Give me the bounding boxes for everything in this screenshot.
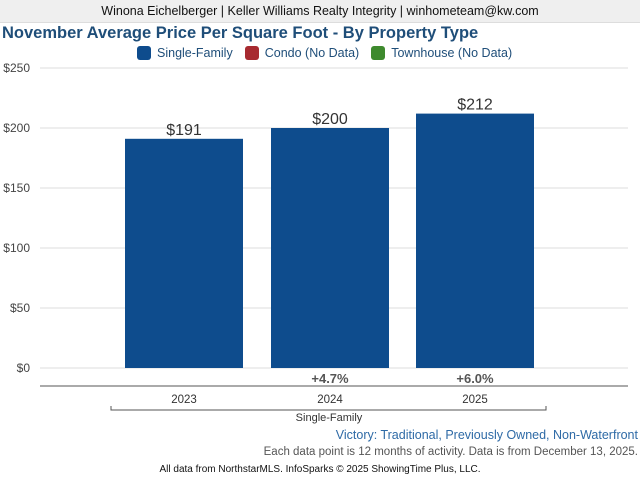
group-bracket xyxy=(110,406,547,411)
legend-label-single-family: Single-Family xyxy=(157,46,233,60)
bar xyxy=(125,138,243,368)
bar-value-label: $191 xyxy=(166,122,202,139)
change-label: +4.7% xyxy=(311,371,349,386)
change-label: +6.0% xyxy=(456,371,494,386)
bar-value-label: $200 xyxy=(312,111,348,128)
copyright-note: All data from NorthstarMLS. InfoSparks ©… xyxy=(159,464,481,475)
x-tick-label: 2025 xyxy=(462,394,488,406)
bar-value-label: $212 xyxy=(457,97,493,114)
y-tick-label: $200 xyxy=(3,121,30,135)
legend-swatch-condo xyxy=(244,46,259,60)
legend-swatch-townhouse xyxy=(371,46,386,60)
legend-swatch-single-family xyxy=(137,46,151,60)
victory-filter-note: Victory: Traditional, Previously Owned, … xyxy=(335,428,638,442)
y-tick-label: $0 xyxy=(17,361,31,375)
y-tick-label: $250 xyxy=(3,61,30,75)
x-tick-label: 2024 xyxy=(317,394,343,406)
group-label: Single-Family xyxy=(296,412,363,424)
y-tick-label: $50 xyxy=(10,301,30,315)
legend-label-condo: Condo (No Data) xyxy=(264,46,360,60)
y-tick-label: $150 xyxy=(3,181,30,195)
legend-item-single-family[interactable]: Single-Family xyxy=(137,46,233,60)
legend-label-townhouse: Townhouse (No Data) xyxy=(391,46,513,60)
legend-item-townhouse[interactable]: Townhouse (No Data) xyxy=(371,46,512,60)
bar xyxy=(271,128,389,368)
chart-title: November Average Price Per Square Foot -… xyxy=(2,24,479,42)
activity-note: Each data point is 12 months of activity… xyxy=(263,446,638,458)
x-tick-label: 2023 xyxy=(171,394,197,406)
bar xyxy=(416,113,534,368)
chart-legend: Single-Family Condo (No Data) Townhouse … xyxy=(137,46,524,60)
legend-item-condo[interactable]: Condo (No Data) xyxy=(244,46,360,60)
y-tick-label: $100 xyxy=(3,241,30,255)
agent-banner: Winona Eichelberger | Keller Williams Re… xyxy=(0,0,640,23)
